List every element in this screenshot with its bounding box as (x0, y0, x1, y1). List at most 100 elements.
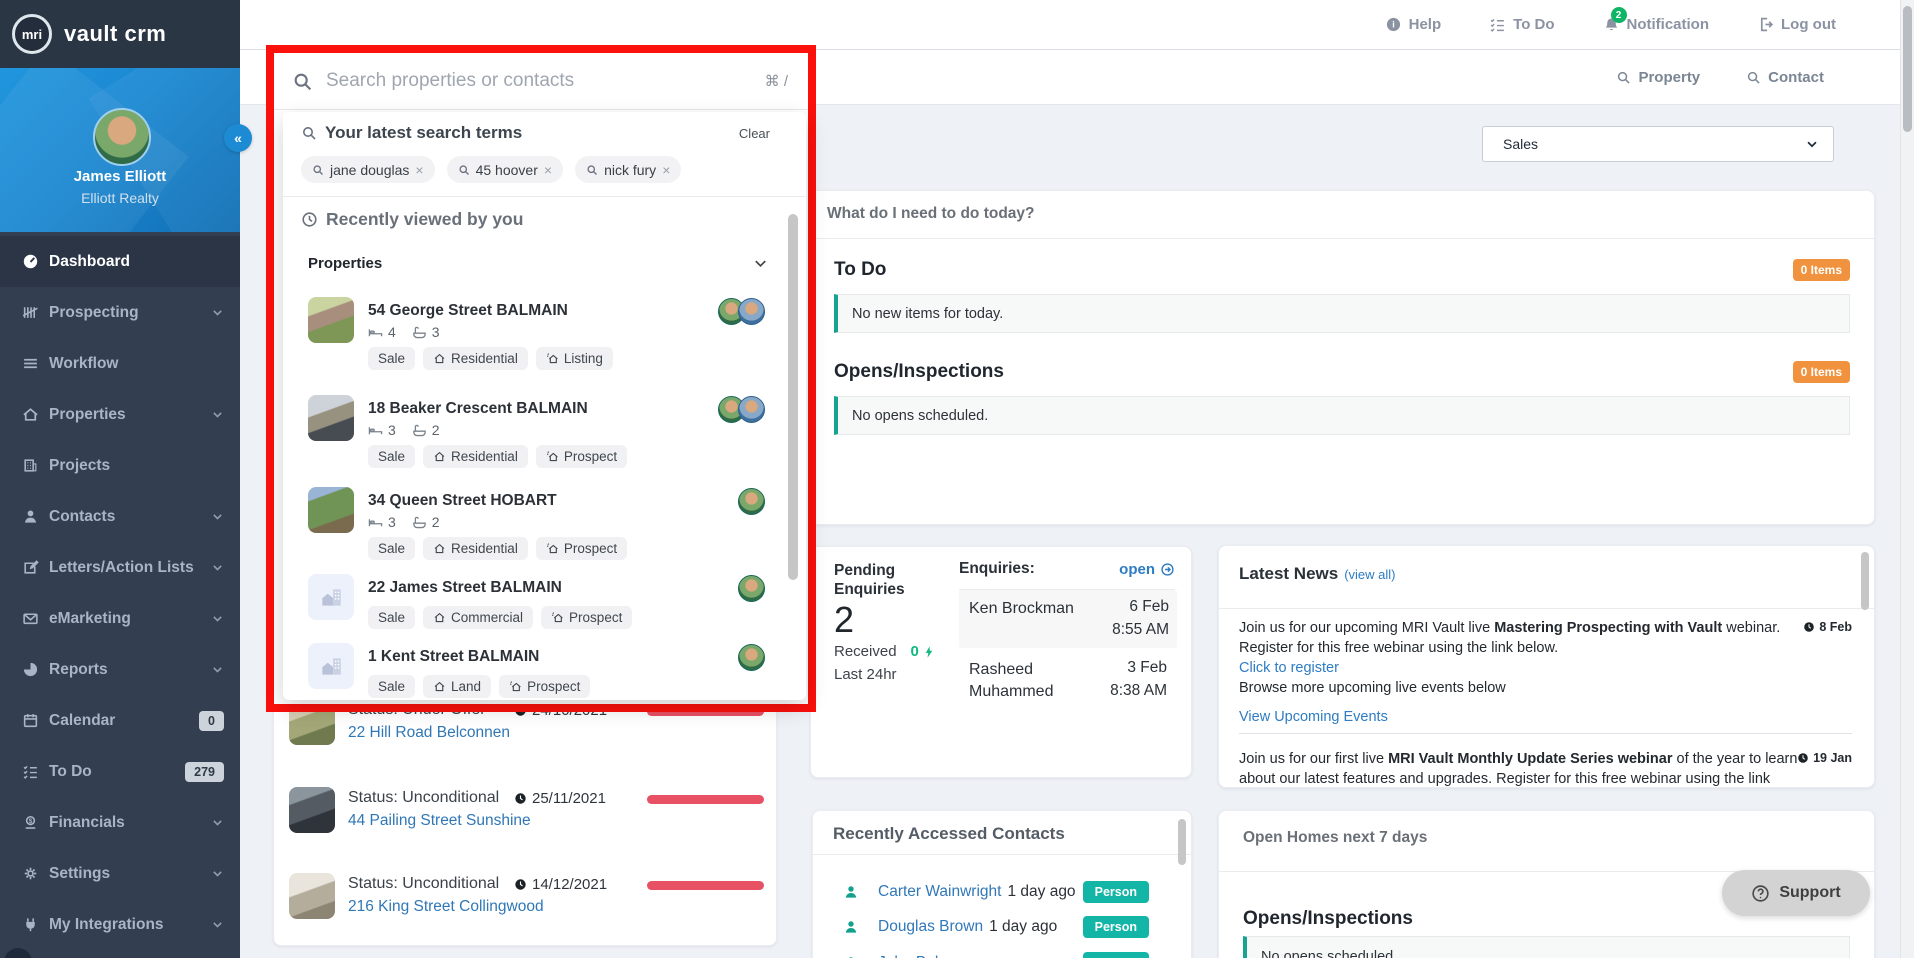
agent-avatars (718, 298, 765, 325)
todo-section-heading: To Do (834, 259, 887, 280)
keyboard-shortcut-hint: ⌘ / (764, 73, 788, 90)
arrow-circle-icon (1161, 562, 1174, 576)
clock-icon (302, 212, 317, 227)
notification-link[interactable]: 2 Notification (1603, 7, 1709, 33)
pipeline-address-link[interactable]: 22 Hill Road Belconnen (348, 724, 510, 741)
sidebar-item-financials[interactable]: $ Financials (0, 797, 240, 848)
todo-link[interactable]: To Do (1489, 16, 1555, 33)
clear-search-terms-link[interactable]: Clear (738, 125, 770, 141)
todo-empty-message: No new items for today. (834, 294, 1850, 333)
open-homes-heading: Opens/Inspections (1243, 908, 1413, 929)
clock-icon (1798, 753, 1808, 763)
property-result[interactable]: 54 George Street BALMAIN 4 3 Sale Reside… (308, 297, 768, 370)
sidebar-item-prospecting[interactable]: Prospecting (0, 287, 240, 338)
gear-icon (22, 865, 39, 882)
news-register-link[interactable]: Click to register (1239, 660, 1339, 676)
sidebar-item-label: Projects (49, 456, 111, 474)
enquiry-row[interactable]: Ken Brockman 6 Feb 8:55 AM (959, 590, 1177, 648)
pipeline-address-link[interactable]: 216 King Street Collingwood (348, 898, 544, 915)
sidebar-item-contacts[interactable]: Contacts (0, 491, 240, 542)
logout-label: Log out (1781, 16, 1836, 33)
property-search-link[interactable]: Property (1616, 69, 1700, 86)
pipeline-address-link[interactable]: 44 Pailing Street Sunshine (348, 812, 531, 829)
search-icon (303, 127, 316, 140)
search-term-chip[interactable]: jane douglas × (301, 156, 435, 183)
remove-term-icon[interactable]: × (662, 161, 671, 178)
support-button[interactable]: Support (1722, 870, 1870, 916)
property-tags: Sale Land Prospect (368, 675, 768, 698)
sidebar-item-workflow[interactable]: Workflow (0, 338, 240, 389)
help-link[interactable]: i Help (1385, 16, 1442, 33)
news-item: Join us for our first live MRI Vault Mon… (1239, 751, 1798, 787)
news-view-all-link[interactable]: (view all) (1344, 567, 1396, 582)
clock-icon (515, 793, 526, 804)
property-result[interactable]: 34 Queen Street HOBART 3 2 Sale Resident… (308, 487, 768, 560)
remove-term-icon[interactable]: × (543, 161, 553, 178)
page-scrollbar-track[interactable] (1900, 0, 1914, 958)
enquiry-row[interactable]: Rasheed Muhammed 3 Feb 8:38 AM (959, 655, 1175, 705)
chat-bubble[interactable] (4, 948, 32, 958)
sidebar-item-emarketing[interactable]: eMarketing (0, 593, 240, 644)
search-icon (1748, 71, 1760, 84)
person-icon (845, 886, 857, 898)
contact-type-badge: Person (1082, 881, 1149, 903)
sidebar-item-properties[interactable]: Properties (0, 389, 240, 440)
page-scrollbar-thumb[interactable] (1903, 6, 1912, 132)
contact-name-link[interactable]: Carter Wainwright (878, 883, 1002, 900)
tag-status: Prospect (499, 675, 591, 698)
sidebar-item-reports[interactable]: Reports (0, 644, 240, 695)
sidebar-item-my-integrations[interactable]: My Integrations (0, 899, 240, 950)
search-term-chip[interactable]: nick fury × (575, 156, 682, 183)
checklist-icon (22, 763, 39, 780)
news-scrollbar[interactable] (1861, 552, 1869, 610)
sidebar-item-dashboard[interactable]: Dashboard (0, 236, 240, 287)
avatar (738, 298, 765, 325)
received-label: Received (834, 643, 897, 660)
sidebar-item-todo[interactable]: To Do 279 (0, 746, 240, 797)
chevron-down-icon (753, 256, 768, 271)
contact-search-link[interactable]: Contact (1746, 69, 1824, 86)
property-result[interactable]: 1 Kent Street BALMAIN Sale Land Prospect (308, 643, 768, 698)
checklist-icon (1490, 18, 1505, 32)
agent-avatars (738, 644, 765, 671)
property-address: 34 Queen Street HOBART (368, 492, 557, 509)
svg-text:$: $ (29, 818, 33, 825)
search-input[interactable] (324, 69, 765, 93)
remove-term-icon[interactable]: × (415, 161, 424, 178)
enquiries-open-link[interactable]: open (1119, 561, 1175, 578)
sidebar-item-calendar[interactable]: Calendar 0 (0, 695, 240, 746)
sidebar-item-letters-action-lists[interactable]: Letters/Action Lists (0, 542, 240, 593)
results-scrollbar[interactable] (788, 214, 798, 580)
clock-icon (515, 879, 526, 890)
contact-name-link[interactable]: John Baker (878, 954, 956, 958)
properties-section-header[interactable]: Properties (308, 255, 768, 272)
user-name: James Elliott (73, 168, 167, 185)
contact-name-link[interactable]: Douglas Brown (878, 918, 984, 935)
property-tags: Sale Commercial Prospect (368, 606, 768, 629)
property-result[interactable]: 22 James Street BALMAIN Sale Commercial … (308, 574, 768, 629)
bath-icon (413, 326, 426, 338)
contact-row: Douglas Brown 1 day ago Person (843, 916, 1149, 938)
logout-link[interactable]: Log out (1757, 16, 1836, 33)
help-label: Help (1408, 16, 1442, 33)
enquiry-time: 8:55 AM (1112, 621, 1169, 638)
tag-sale: Sale (368, 537, 416, 560)
divider (813, 854, 1191, 855)
property-result[interactable]: 18 Beaker Crescent BALMAIN 3 2 Sale Resi… (308, 395, 768, 468)
sidebar-item-settings[interactable]: Settings (0, 848, 240, 899)
user-avatar[interactable] (93, 108, 151, 166)
contact-row: Carter Wainwright 1 day ago Person (843, 881, 1149, 903)
progress-bar (647, 881, 764, 890)
mri-logo[interactable]: mri (12, 14, 52, 54)
bath-icon (413, 424, 426, 436)
search-term-chip[interactable]: 45 hoover × (446, 156, 564, 183)
sales-select[interactable]: Sales (1482, 126, 1834, 162)
news-upcoming-events-link[interactable]: View Upcoming Events (1239, 709, 1388, 725)
bed-icon (368, 426, 383, 434)
sidebar-collapse-button[interactable]: « (224, 124, 252, 152)
contacts-scrollbar[interactable] (1178, 819, 1186, 865)
sidebar-item-label: Reports (49, 660, 108, 678)
bed-icon (368, 518, 383, 526)
chevron-down-icon (211, 816, 224, 829)
sidebar-item-projects[interactable]: Projects (0, 440, 240, 491)
